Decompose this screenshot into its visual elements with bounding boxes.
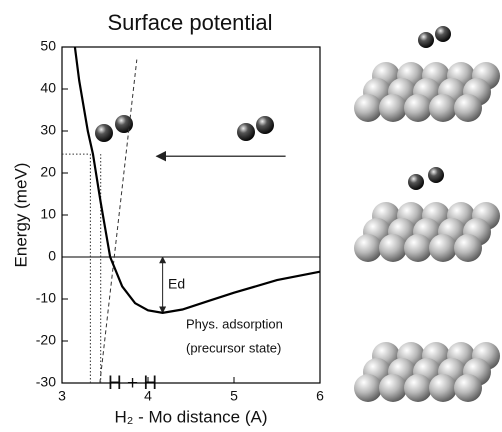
y-tick-label: 30 — [40, 122, 56, 138]
annotation: (precursor state) — [186, 340, 281, 355]
atom — [379, 234, 407, 262]
y-tick-label: 10 — [40, 206, 56, 222]
atom — [404, 374, 432, 402]
plot-frame — [61, 46, 321, 384]
atom — [429, 374, 457, 402]
y-tick-label: -10 — [36, 290, 56, 306]
y-tick-label: 50 — [40, 38, 56, 54]
atom — [379, 374, 407, 402]
atom — [404, 94, 432, 122]
annotation: Phys. adsorption — [186, 316, 283, 331]
x-tick-label: 3 — [58, 388, 66, 404]
x-tick-label: 5 — [230, 388, 238, 404]
atom — [429, 94, 457, 122]
atom — [404, 234, 432, 262]
atom — [454, 234, 482, 262]
y-tick-label: 40 — [40, 80, 56, 96]
atom — [454, 374, 482, 402]
surface — [354, 62, 500, 122]
atom — [354, 94, 382, 122]
y-tick-label: -20 — [36, 332, 56, 348]
y-axis-label: Energy (meV) — [11, 163, 30, 268]
y-tick-label: 0 — [48, 248, 56, 264]
potential-curve — [73, 46, 321, 314]
x-axis-label: H₂ - Mo distance (A) — [114, 407, 267, 426]
y-tick-label: 20 — [40, 164, 56, 180]
atom — [379, 94, 407, 122]
annotation: Ed — [168, 276, 185, 292]
dashed-line — [99, 59, 138, 384]
atom — [429, 234, 457, 262]
y-tick-label: -30 — [36, 374, 56, 390]
x-tick-label: 4 — [144, 388, 152, 404]
chart-title: Surface potential — [107, 10, 272, 35]
molecule — [95, 26, 451, 190]
atom — [354, 374, 382, 402]
atom — [454, 94, 482, 122]
surface — [354, 202, 500, 262]
x-tick-label: 6 — [316, 388, 324, 404]
surface — [354, 342, 500, 402]
atom — [354, 234, 382, 262]
